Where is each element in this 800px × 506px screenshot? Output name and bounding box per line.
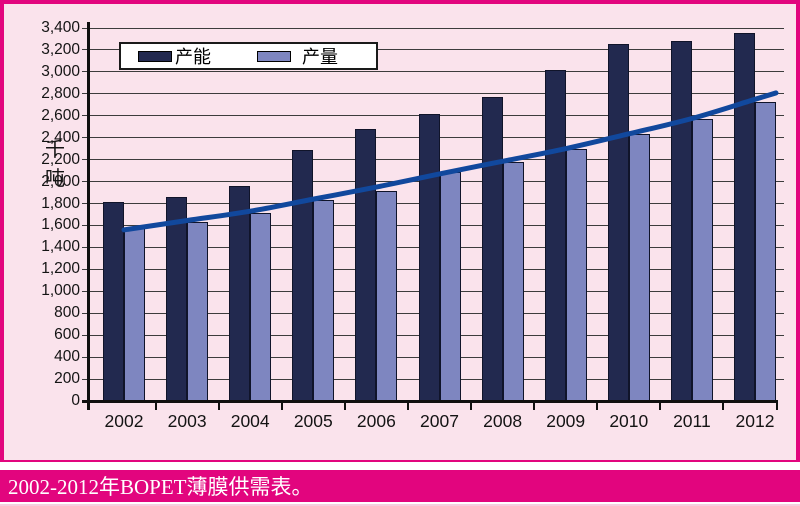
- y-tick-label: 2,200: [41, 150, 80, 168]
- legend-label-capacity: 产能: [175, 47, 211, 67]
- x-tick-label-2011: 2011: [673, 411, 711, 431]
- bar-output-2005: [313, 200, 335, 402]
- bar-capacity-2010: [607, 44, 629, 402]
- chart-area: 0 200 400 600 800 1,000 1,200 1,400 1,600 1,800 2,…: [0, 0, 800, 462]
- x-tick-label-2002: 2002: [104, 411, 144, 431]
- x-axis-tick: [217, 402, 220, 410]
- bar-output-2008: [502, 161, 524, 402]
- x-tick-label-2004: 2004: [230, 411, 270, 431]
- bar-output-2003: [187, 222, 209, 402]
- x-axis-line: [82, 399, 778, 403]
- y-tick-label: 200: [54, 370, 80, 388]
- x-axis-tick: [596, 402, 599, 410]
- x-tick-label-2010: 2010: [609, 411, 649, 431]
- y-tick-label: 1,600: [41, 216, 80, 234]
- x-axis-tick: [406, 402, 409, 410]
- bar-capacity-2007: [418, 113, 440, 402]
- y-tick-label: 3,000: [41, 62, 80, 80]
- x-tick-label-2006: 2006: [356, 411, 396, 431]
- bar-capacity-2011: [670, 41, 692, 402]
- bar-output-2002: [124, 227, 145, 402]
- bar-capacity-2009: [544, 69, 566, 402]
- y-axis-unit-label: 千吨: [45, 139, 65, 190]
- y-tick-label: 0: [71, 392, 80, 409]
- bar-capacity-2005: [292, 149, 314, 402]
- x-axis-tick: [533, 402, 536, 410]
- caption-text: 2002-2012年BOPET薄膜供需表。: [8, 475, 313, 499]
- bar-output-2011: [691, 119, 713, 402]
- y-axis-line: [86, 22, 90, 410]
- bar-capacity-2008: [481, 97, 503, 402]
- y-tick-label: 1,000: [41, 282, 80, 300]
- y-tick-label: 2,600: [41, 106, 80, 124]
- x-axis-tick: [343, 402, 346, 410]
- y-tick-label: 1,400: [41, 238, 80, 256]
- y-tick-label: 1,800: [41, 194, 80, 212]
- y-tick-label: 800: [54, 304, 80, 322]
- bar-output-2004: [250, 213, 272, 402]
- caption-bar: 2002-2012年BOPET薄膜供需表。: [0, 470, 800, 502]
- gridline-3,400: [82, 27, 784, 29]
- bar-output-2010: [628, 134, 650, 402]
- x-tick-label-2009: 2009: [546, 411, 586, 431]
- bar-output-2009: [565, 148, 587, 402]
- bar-capacity-2006: [355, 128, 377, 402]
- legend-swatch-output: [257, 50, 291, 62]
- x-tick-label-2012: 2012: [735, 411, 775, 431]
- x-axis-tick: [280, 402, 283, 410]
- bar-output-2007: [439, 171, 461, 402]
- x-tick-label-2005: 2005: [293, 411, 333, 431]
- x-axis-tick: [722, 402, 725, 410]
- bottom-edge-strip: [0, 504, 800, 506]
- x-axis-tick: [776, 402, 778, 410]
- y-tick-label: 400: [54, 348, 80, 366]
- y-tick-label: 3,200: [41, 40, 80, 58]
- x-axis-tick: [659, 402, 662, 410]
- y-tick-label: 600: [54, 326, 80, 344]
- y-tick-label: 2,800: [41, 84, 80, 102]
- y-tick-label: 3,400: [41, 19, 80, 36]
- y-tick-label: 2,400: [41, 128, 80, 146]
- legend: 产能 产量: [119, 42, 378, 70]
- y-tick-label: 1,200: [41, 260, 80, 278]
- bar-capacity-2003: [166, 196, 188, 402]
- x-tick-label-2003: 2003: [167, 411, 207, 431]
- bar-capacity-2012: [734, 33, 755, 402]
- legend-label-output: 产量: [302, 47, 338, 67]
- bar-capacity-2002: [103, 202, 124, 402]
- x-tick-label-2008: 2008: [483, 411, 523, 431]
- bar-output-2012: [755, 101, 776, 402]
- bar-output-2006: [376, 191, 398, 402]
- y-tick-label: 2,000: [41, 172, 80, 190]
- x-tick-label-2007: 2007: [420, 411, 459, 431]
- x-axis-tick: [470, 402, 473, 410]
- gridline-3,200: [82, 49, 784, 51]
- legend-swatch-capacity: [138, 50, 172, 62]
- x-axis-tick: [154, 402, 157, 410]
- gridline-3,000: [82, 71, 784, 73]
- bar-capacity-2004: [229, 185, 251, 402]
